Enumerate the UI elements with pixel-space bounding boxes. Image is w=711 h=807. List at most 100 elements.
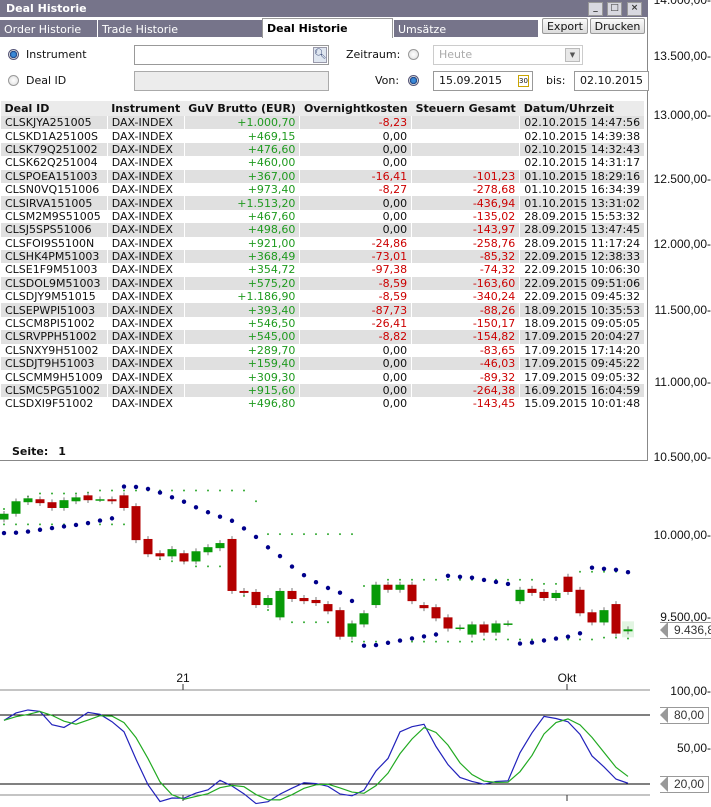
- y-axis-label: 13.000,00: [654, 108, 711, 122]
- channel-upper-dot: [459, 578, 461, 581]
- close-icon[interactable]: ×: [627, 2, 642, 16]
- pager-value[interactable]: 1: [58, 445, 66, 458]
- table-cell: DAX-INDEX: [106, 330, 185, 344]
- table-cell: 22.09.2015 09:51:06: [519, 276, 645, 291]
- channel-lower-dot: [15, 523, 17, 526]
- instrument-radio[interactable]: [8, 49, 19, 60]
- table-row[interactable]: CLSFOI9S5100N DAX-INDEX +921,00 -24,86 -258,…: [0, 236, 645, 250]
- maximize-icon[interactable]: □: [607, 2, 622, 16]
- table-cell: +476,60: [183, 142, 300, 157]
- table-row[interactable]: CLSE1F9M51003 DAX-INDEX +354,72 -97,38 -74,3…: [0, 263, 645, 277]
- table-cell: -87,73: [299, 303, 412, 317]
- table-row[interactable]: CLSJ5SPS51006 DAX-INDEX +498,60 0,00 -143,97…: [0, 223, 645, 237]
- table-cell: 28.09.2015 15:53:32: [519, 209, 645, 224]
- channel-upper-dot: [363, 585, 365, 588]
- table-row[interactable]: CLSEPWPI51003 DAX-INDEX +393,40 -87,73 -88,2…: [0, 303, 645, 317]
- column-header[interactable]: Instrument: [107, 101, 185, 116]
- stochastic-k-line: [3, 709, 629, 805]
- table-cell: -24,86: [299, 236, 412, 250]
- table-cell: +467,60: [183, 209, 300, 224]
- bis-date-input[interactable]: 02.10.2015: [574, 71, 649, 91]
- table-row[interactable]: CLSM2M9S51005 DAX-INDEX +467,60 0,00 -135,02…: [0, 209, 645, 224]
- column-header[interactable]: Datum/Uhrzeit: [519, 101, 645, 116]
- sar-dot: [97, 518, 103, 523]
- channel-lower-dot: [39, 523, 41, 526]
- sar-dot: [625, 570, 631, 575]
- table-row[interactable]: CLSDJY9M51015 DAX-INDEX +1.186,90 -8,59 -340…: [0, 290, 645, 304]
- stochastic-axis-label: 50,00: [677, 741, 711, 755]
- table-row[interactable]: CLSK62Q251004 DAX-INDEX +460,00 0,00 02.10.2…: [0, 156, 645, 170]
- table-row[interactable]: CLSN0VQ151006 DAX-INDEX +973,40 -8,27 -278,6…: [0, 182, 645, 197]
- table-row[interactable]: CLSDOL9M51003 DAX-INDEX +575,20 -8,59 -163,6…: [0, 276, 645, 291]
- calendar-icon[interactable]: 30: [518, 75, 529, 87]
- table-row[interactable]: CLSKJYA251005 DAX-INDEX +1.000,70 -8,23 02.1…: [0, 116, 645, 130]
- table-row[interactable]: CLSRVPPH51002 DAX-INDEX +545,00 -8,82 -154,8…: [0, 330, 645, 344]
- deal-id-input[interactable]: [134, 71, 329, 91]
- channel-lower-dot: [351, 640, 353, 643]
- table-body: CLSKJYA251005 DAX-INDEX +1.000,70 -8,23 02.1…: [0, 116, 645, 411]
- column-header[interactable]: GuV Brutto (EUR): [184, 101, 300, 116]
- channel-upper-dot: [423, 578, 425, 581]
- table-cell: -150,17: [411, 316, 520, 331]
- table-cell: -8,59: [299, 276, 412, 291]
- table-cell: 0,00: [299, 129, 412, 143]
- sar-dot: [361, 643, 367, 648]
- table-row[interactable]: CLSMC5PG51002 DAX-INDEX +915,60 0,00 -264,38…: [0, 383, 645, 398]
- print-button[interactable]: Drucken: [590, 18, 645, 34]
- candle-body: [335, 610, 345, 637]
- deal-id-radio[interactable]: [8, 75, 19, 86]
- table-cell: CLSDXI9F51002: [0, 397, 108, 411]
- table-cell: DAX-INDEX: [106, 343, 185, 358]
- table-row[interactable]: CLSCMM9H51009 DAX-INDEX +309,30 0,00 -89,32 1…: [0, 370, 645, 384]
- sar-dot: [109, 516, 115, 521]
- zeitraum-radio[interactable]: [408, 49, 419, 60]
- deal-id-label: Deal ID: [26, 74, 67, 87]
- table-row[interactable]: CLSHK4PM51003 DAX-INDEX +368,49 -73,01 -85,3…: [0, 249, 645, 264]
- von-radio[interactable]: [408, 75, 419, 86]
- table-row[interactable]: CLSKD1A25100S DAX-INDEX +469,15 0,00 02.10.2…: [0, 129, 645, 143]
- candle-body: [47, 502, 57, 508]
- channel-lower-dot: [519, 638, 521, 641]
- table-row[interactable]: CLSCM8PI51002 DAX-INDEX +546,50 -26,41 -150,…: [0, 316, 645, 331]
- table-row[interactable]: CLSIRVA151005 DAX-INDEX +1.513,20 0,00 -436,…: [0, 196, 645, 210]
- channel-lower-dot: [51, 523, 53, 526]
- column-header[interactable]: Steuern Gesamt: [411, 101, 520, 116]
- channel-lower-dot: [267, 609, 269, 612]
- zeitraum-select[interactable]: Heute ▼: [433, 45, 583, 65]
- table-cell: 15.09.2015 10:01:48: [519, 397, 645, 411]
- table-row[interactable]: CLSDXI9F51002 DAX-INDEX +496,80 0,00 -143,45…: [0, 397, 645, 411]
- instrument-input[interactable]: 🔍︎: [134, 45, 329, 65]
- last-price-tag: 9.436,87: [660, 622, 711, 639]
- table-cell: 0,00: [299, 209, 412, 224]
- candle-body: [575, 589, 585, 614]
- tab-order-historie[interactable]: Order Historie: [0, 20, 97, 37]
- von-date-input[interactable]: 15.09.2015 30: [433, 71, 533, 91]
- sar-dot: [289, 564, 295, 569]
- table-row[interactable]: CLSK79Q251002 DAX-INDEX +476,60 0,00 02.10.2…: [0, 142, 645, 157]
- channel-upper-dot: [195, 489, 197, 492]
- column-header[interactable]: Overnightkosten: [299, 101, 412, 116]
- search-icon[interactable]: 🔍︎: [313, 47, 327, 63]
- candle-body: [227, 538, 237, 591]
- table-cell: 17.09.2015 17:14:20: [519, 343, 645, 358]
- table-row[interactable]: CLSPOEA151003 DAX-INDEX +367,00 -16,41 -101,…: [0, 169, 645, 183]
- tab-deal-historie[interactable]: Deal Historie: [262, 18, 393, 38]
- table-row[interactable]: CLSDJT9H51003 DAX-INDEX +159,40 0,00 -46,03 1…: [0, 357, 645, 371]
- table-cell: CLSK79Q251002: [0, 142, 108, 157]
- table-cell: DAX-INDEX: [106, 276, 185, 291]
- chevron-down-icon[interactable]: ▼: [565, 48, 580, 62]
- minimize-icon[interactable]: _: [588, 2, 603, 16]
- channel-lower-dot: [99, 523, 101, 526]
- channel-upper-dot: [507, 578, 509, 581]
- export-button[interactable]: Export: [542, 18, 588, 34]
- table-cell: +309,30: [183, 370, 300, 384]
- table-row[interactable]: CLSNXY9H51002 DAX-INDEX +289,70 0,00 -83,65 1…: [0, 343, 645, 358]
- candle-body: [599, 610, 609, 623]
- column-header[interactable]: Deal ID: [0, 101, 108, 116]
- tab-umsaetze[interactable]: Umsätze: [393, 20, 538, 37]
- x-axis-label: Okt: [557, 671, 577, 685]
- candle-body: [263, 598, 273, 606]
- title-bar[interactable]: Deal Historie _ □ ×: [0, 0, 648, 17]
- tab-trade-historie[interactable]: Trade Historie: [97, 20, 262, 37]
